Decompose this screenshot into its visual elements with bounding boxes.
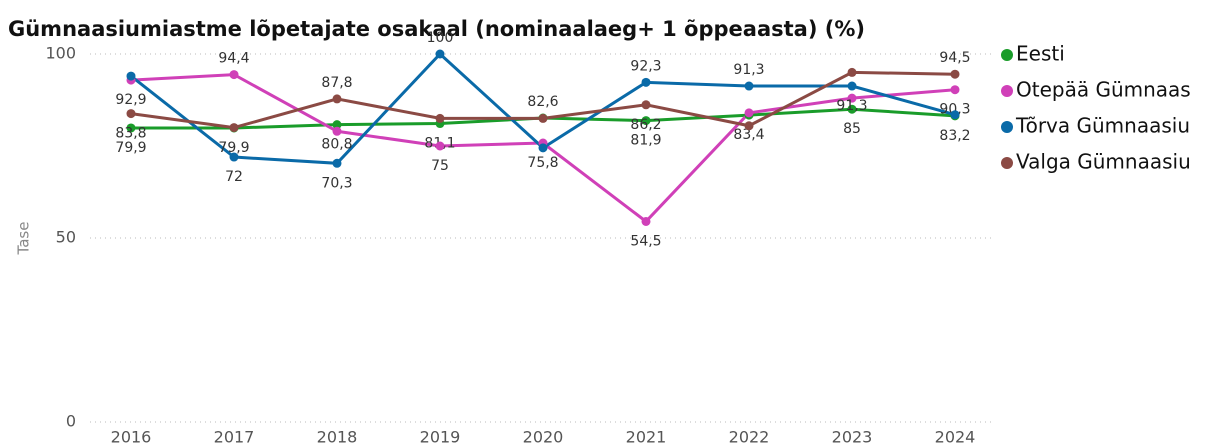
data-label: 92,9: [115, 92, 146, 108]
legend-label: Tõrva Gümnaasiu: [1015, 114, 1190, 138]
x-tick-label: 2020: [523, 428, 564, 446]
legend-marker: [1001, 157, 1013, 169]
data-label: 80,8: [321, 137, 352, 153]
data-label: 94,5: [939, 50, 970, 66]
legend-marker: [1001, 49, 1013, 61]
data-label: 85: [843, 121, 861, 137]
data-point: [332, 126, 342, 136]
data-label: 90,3: [939, 102, 970, 118]
data-point: [847, 81, 857, 91]
legend-marker: [1001, 121, 1013, 133]
data-point: [744, 81, 754, 91]
y-axis-label: Tase: [15, 222, 33, 256]
data-point: [950, 69, 960, 79]
legend-label: Otepää Gümnaas: [1016, 78, 1191, 102]
data-label: 92,3: [630, 58, 661, 74]
data-label: 82,6: [527, 94, 558, 110]
data-point: [229, 152, 239, 162]
data-point: [332, 94, 342, 104]
legend-label: Valga Gümnaasiu: [1016, 150, 1191, 174]
data-point: [641, 216, 651, 226]
y-tick-label: 50: [56, 228, 76, 247]
data-point: [744, 121, 754, 131]
data-point: [641, 116, 651, 126]
data-label: 79,9: [218, 140, 249, 156]
data-point: [435, 49, 445, 59]
data-label: 87,8: [321, 75, 352, 91]
data-label: 75,8: [527, 155, 558, 171]
y-tick-label: 100: [45, 44, 76, 63]
data-point: [435, 141, 445, 151]
data-point: [847, 93, 857, 103]
data-label: 81,9: [630, 133, 661, 149]
data-point: [538, 143, 548, 153]
x-tick-label: 2023: [832, 428, 873, 446]
data-point: [126, 123, 136, 133]
data-label: 70,3: [321, 175, 352, 191]
data-label: 86,2: [630, 117, 661, 133]
data-label: 79,9: [115, 140, 146, 156]
data-point: [950, 110, 960, 120]
x-tick-label: 2016: [111, 428, 152, 446]
x-tick-label: 2017: [214, 428, 255, 446]
x-tick-label: 2021: [626, 428, 667, 446]
data-point: [847, 67, 857, 77]
legend-label: Eesti: [1016, 42, 1065, 66]
chart-title: Gümnaasiumiastme lõpetajate osakaal (nom…: [8, 17, 865, 41]
data-label: 83,8: [115, 126, 146, 142]
data-point: [332, 158, 342, 168]
data-label: 83,2: [939, 128, 970, 144]
x-tick-label: 2019: [420, 428, 461, 446]
data-label: 100: [427, 30, 454, 46]
data-label: 91,3: [733, 62, 764, 78]
x-tick-label: 2018: [317, 428, 358, 446]
data-label: 54,5: [630, 233, 661, 249]
x-tick-label: 2024: [935, 428, 976, 446]
data-point: [126, 71, 136, 81]
data-point: [332, 120, 342, 130]
data-label: 91,3: [836, 98, 867, 114]
data-label: 83,4: [733, 127, 764, 143]
legend-marker: [1001, 85, 1013, 97]
y-tick-label: 0: [66, 412, 76, 431]
data-point: [641, 100, 651, 110]
data-point: [744, 108, 754, 118]
data-point: [847, 104, 857, 114]
x-tick-label: 2022: [729, 428, 770, 446]
data-label: 72: [225, 169, 243, 185]
data-point: [950, 85, 960, 95]
data-label: 94,4: [218, 51, 249, 67]
data-point: [538, 113, 548, 123]
data-point: [229, 123, 239, 133]
data-label: 75: [431, 158, 449, 174]
data-point: [126, 109, 136, 119]
data-point: [229, 70, 239, 80]
data-point: [641, 77, 651, 87]
data-point: [435, 113, 445, 123]
